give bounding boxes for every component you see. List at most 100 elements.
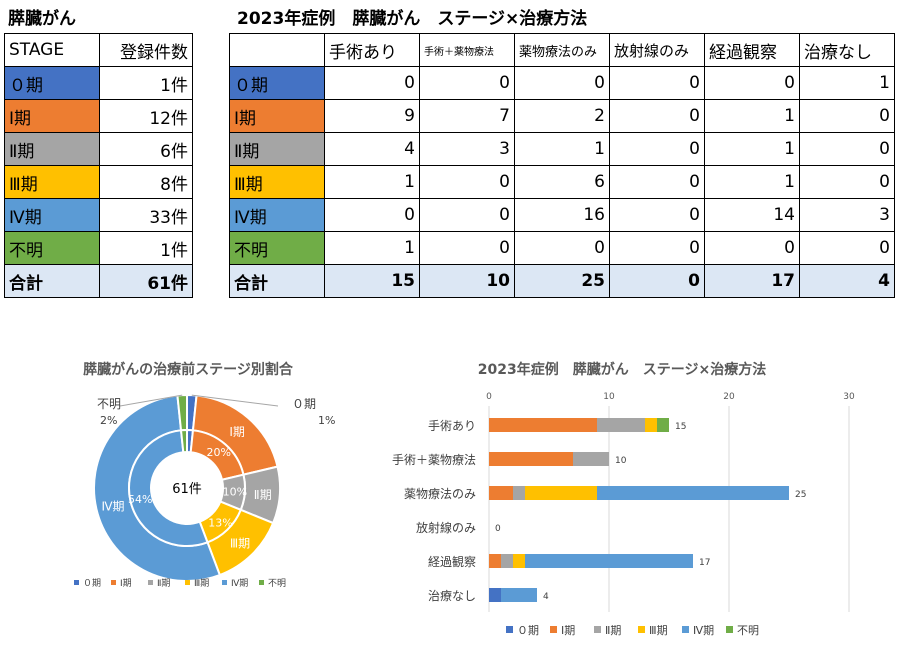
bar-category-label: 放射線のみ xyxy=(416,520,476,535)
doughnut-percent-label: 13% xyxy=(208,516,232,529)
bar-total-label: 4 xyxy=(543,592,549,602)
treatment-row: Ⅳ期 0 0 16 0 14 3 xyxy=(229,198,895,232)
stage-count: 8件 xyxy=(99,165,193,199)
registration-row: Ⅲ期 8件 xyxy=(4,165,193,199)
cell-value: 6 xyxy=(514,165,610,199)
doughnut-leader-line xyxy=(191,394,279,407)
bar-category-label: 手術あり xyxy=(428,419,476,433)
doughnut-legend-swatch xyxy=(185,580,190,585)
doughnut-percent-label: 10% xyxy=(223,486,247,499)
registration-header-row: STAGE 登録件数 xyxy=(4,33,193,67)
doughnut-legend-label: Ⅱ期 xyxy=(157,578,170,589)
bar-category-label: 薬物療法のみ xyxy=(404,487,476,501)
cell-value: 16 xyxy=(514,198,610,232)
doughnut-title: 膵臓がんの治療前ステージ別割合 xyxy=(83,361,294,378)
stage-count: 12件 xyxy=(99,99,193,133)
doughnut-category-label: ０期 xyxy=(292,397,316,411)
stage-label: Ⅳ期 xyxy=(4,198,100,232)
cell-value: 0 xyxy=(324,66,420,100)
cell-value: 0 xyxy=(419,165,515,199)
cell-value: 1 xyxy=(324,165,420,199)
cell-value: 0 xyxy=(514,66,610,100)
bar-x-tick-label: 20 xyxy=(723,392,735,402)
stage-count: 33件 xyxy=(99,198,193,232)
column-header: 放射線のみ xyxy=(609,33,705,67)
doughnut-center-label: 61件 xyxy=(172,482,202,497)
doughnut-inner-slice xyxy=(179,428,188,454)
bar-segment xyxy=(645,418,657,432)
doughnut-category-label: Ⅳ期 xyxy=(101,499,124,513)
column-header: 手術あり xyxy=(324,33,420,67)
bar-category-label: 手術＋薬物療法 xyxy=(392,453,476,467)
total-value: 4 xyxy=(799,264,895,298)
bar-category-label: 経過観察 xyxy=(428,555,476,569)
registration-total-row: 合計 61件 xyxy=(4,264,193,298)
right-title: 2023年症例 膵臓がん ステージ×治療方法 xyxy=(237,9,588,29)
bar-total-label: 10 xyxy=(615,456,627,466)
registration-row: ０期 1件 xyxy=(4,66,193,100)
registration-header-stage: STAGE xyxy=(4,33,100,67)
doughnut-category-label: Ⅲ期 xyxy=(230,536,250,550)
doughnut-legend-label: Ⅲ期 xyxy=(194,578,209,589)
registration-row: Ⅰ期 12件 xyxy=(4,99,193,133)
doughnut-legend-label: Ⅰ期 xyxy=(120,578,132,589)
doughnut-leader-line xyxy=(119,394,183,407)
treatment-row: Ⅲ期 1 0 6 0 1 0 xyxy=(229,165,895,199)
registration-header-count: 登録件数 xyxy=(99,33,193,67)
stage-label: Ⅲ期 xyxy=(4,165,100,199)
doughnut-inner-slice xyxy=(128,429,209,547)
cell-value: 0 xyxy=(419,231,515,265)
bar-x-tick-label: 10 xyxy=(603,392,615,402)
bar-segment xyxy=(489,452,573,466)
total-value: 0 xyxy=(609,264,705,298)
cell-value: 3 xyxy=(799,198,895,232)
bar-legend-label: Ⅰ期 xyxy=(561,624,575,637)
bar-segment xyxy=(525,554,693,568)
bar-segment xyxy=(489,588,501,602)
registration-table: STAGE 登録件数 ０期 1件 Ⅰ期 12件 Ⅱ期 6件 Ⅲ期 8件 Ⅳ期 3… xyxy=(4,33,193,298)
stage-label: 不明 xyxy=(4,231,100,265)
stage-label: ０期 xyxy=(229,66,325,100)
stage-label: ０期 xyxy=(4,66,100,100)
doughnut-inner-ring xyxy=(128,428,246,547)
cell-value: 7 xyxy=(419,99,515,133)
cell-value: 0 xyxy=(609,99,705,133)
cell-value: 4 xyxy=(324,132,420,166)
doughnut-legend-swatch xyxy=(111,580,116,585)
total-count: 61件 xyxy=(99,264,193,298)
column-header: 治療なし xyxy=(799,33,895,67)
stage-count: 1件 xyxy=(99,231,193,265)
treatment-header-corner xyxy=(229,33,325,67)
registration-row: Ⅱ期 6件 xyxy=(4,132,193,166)
doughnut-percent-label: 2% xyxy=(100,414,117,427)
doughnut-legend-swatch xyxy=(259,580,264,585)
doughnut-legend-label: ０期 xyxy=(83,578,101,589)
doughnut-labels: 20% 10% 13% 54% Ⅰ期 Ⅱ期 Ⅲ期 Ⅳ期 ０期1% 不明 2% xyxy=(97,394,335,550)
total-value: 15 xyxy=(324,264,420,298)
cell-value: 0 xyxy=(514,231,610,265)
cell-value: 0 xyxy=(324,198,420,232)
registration-row: Ⅳ期 33件 xyxy=(4,198,193,232)
bar-segment xyxy=(513,486,525,500)
cell-value: 1 xyxy=(799,66,895,100)
doughnut-percent-label: 20% xyxy=(206,446,230,459)
cell-value: 1 xyxy=(704,99,800,133)
cell-value: 14 xyxy=(704,198,800,232)
cell-value: 0 xyxy=(609,132,705,166)
cell-value: 0 xyxy=(609,198,705,232)
cell-value: 2 xyxy=(514,99,610,133)
cell-value: 0 xyxy=(609,165,705,199)
bar-total-labels: 15 10 25 0 17 4 xyxy=(495,422,806,602)
treatment-table: 手術あり 手術＋薬物療法 薬物療法のみ 放射線のみ 経過観察 治療なし ０期 0… xyxy=(229,33,895,298)
doughnut-category-label: 不明 xyxy=(97,397,121,411)
bar-segment xyxy=(501,554,513,568)
bar-segment xyxy=(657,418,669,432)
left-title: 膵臓がん xyxy=(8,9,76,29)
bar-series xyxy=(489,418,789,602)
doughnut-legend-swatch xyxy=(222,580,227,585)
column-header: 手術＋薬物療法 xyxy=(419,33,515,67)
treatment-row: ０期 0 0 0 0 0 1 xyxy=(229,66,895,100)
stage-label: 不明 xyxy=(229,231,325,265)
bar-legend-label: Ⅱ期 xyxy=(605,624,621,637)
